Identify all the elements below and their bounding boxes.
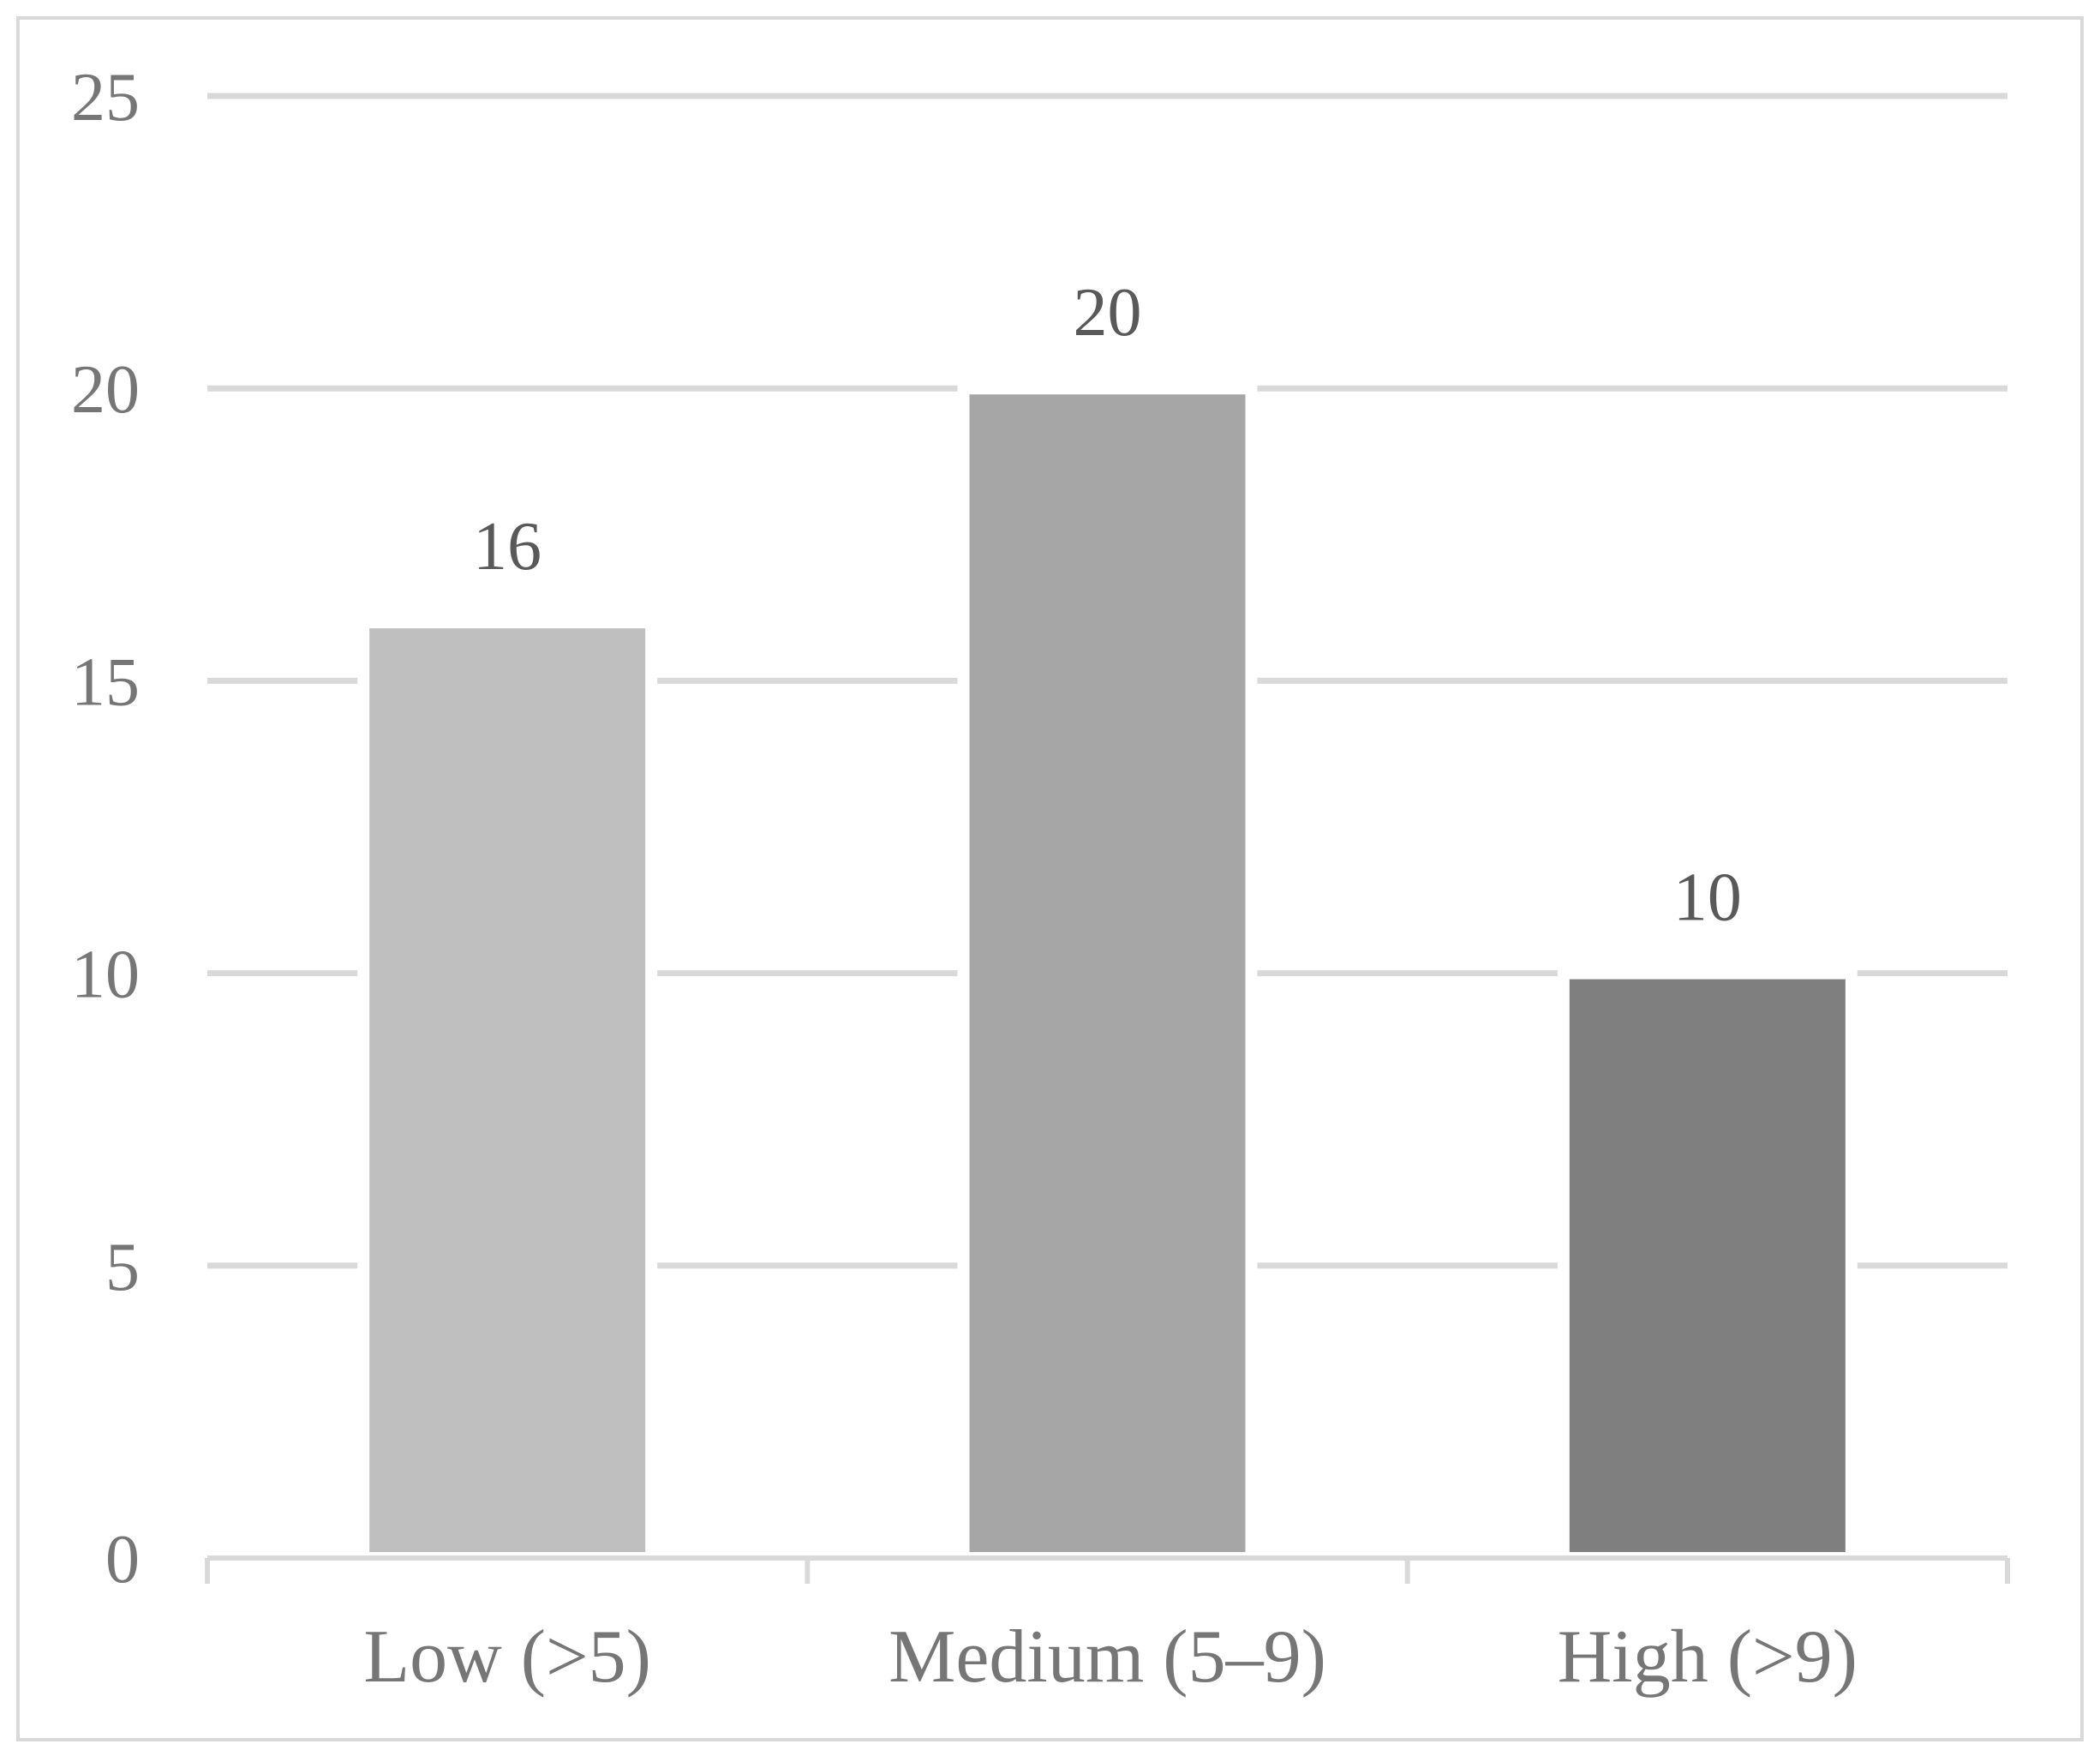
bars [357, 382, 1858, 1565]
data-label: 16 [473, 509, 541, 584]
x-tick-label: Low (>5) [363, 1615, 651, 1699]
y-tick-label: 20 [71, 352, 140, 428]
y-tick-label: 5 [105, 1230, 140, 1305]
x-axis-tick-labels: Low (>5) Medium (5–9) High (>9) [363, 1615, 1858, 1699]
y-axis-tick-labels: 0 5 10 15 20 25 [71, 60, 140, 1597]
data-label: 10 [1673, 860, 1742, 936]
y-tick-label: 0 [105, 1522, 140, 1597]
x-tick-label: High (>9) [1558, 1615, 1858, 1699]
data-labels: 16 20 10 [473, 275, 1742, 935]
data-label: 20 [1074, 275, 1142, 351]
x-tick-label: Medium (5–9) [888, 1615, 1326, 1699]
bar [1557, 967, 1858, 1564]
y-tick-label: 10 [71, 938, 140, 1013]
y-tick-label: 15 [71, 644, 140, 720]
x-axis [205, 1555, 2010, 1584]
y-tick-label: 25 [71, 60, 140, 135]
bar [357, 616, 658, 1564]
bar [957, 382, 1258, 1565]
